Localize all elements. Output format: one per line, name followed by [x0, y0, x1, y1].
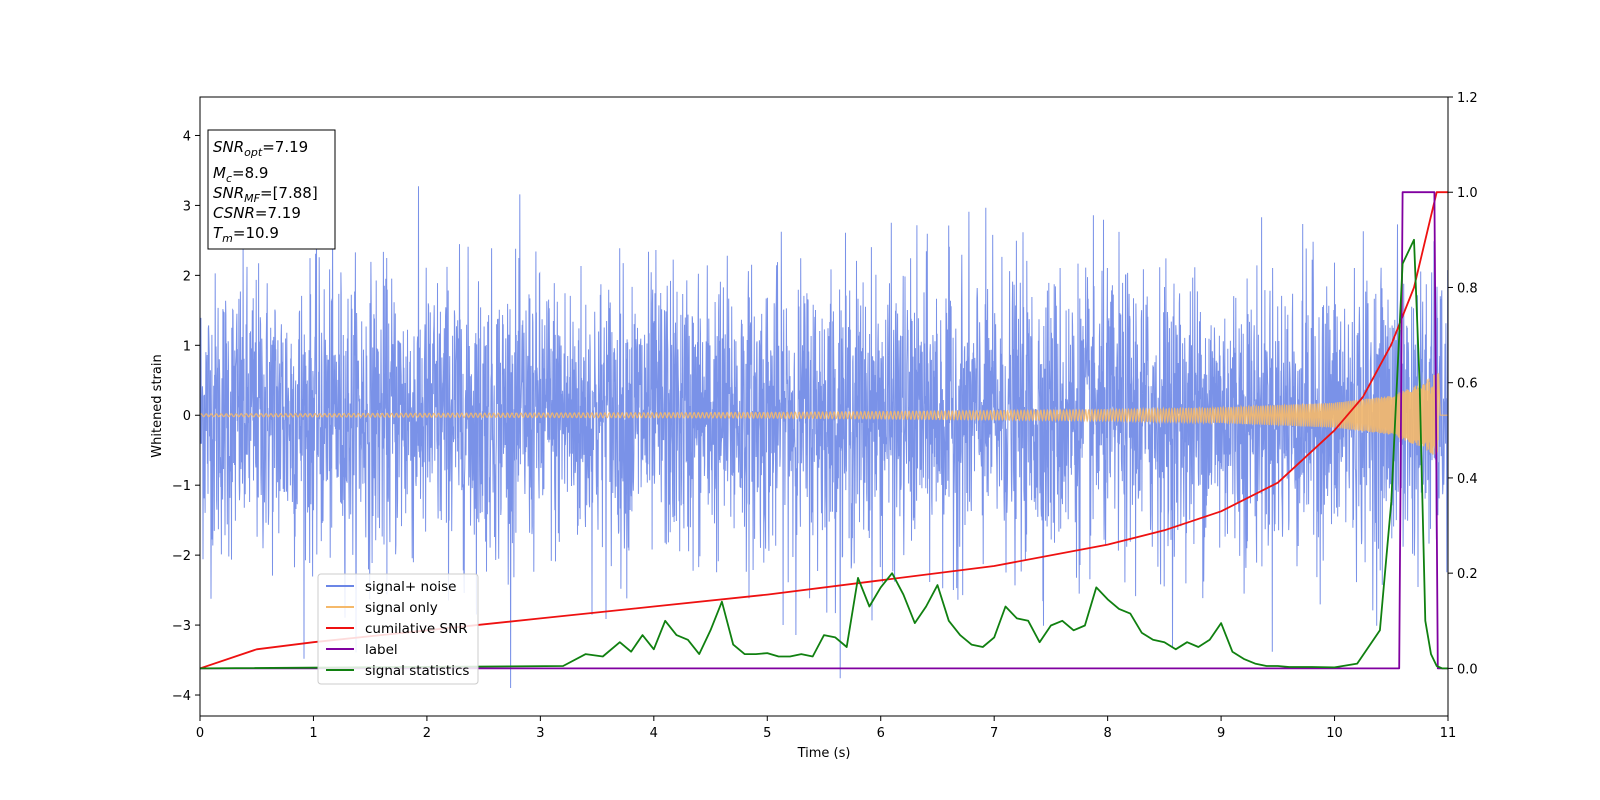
y-tick-label: 3	[183, 199, 191, 214]
info-csnr: CSNR=7.19	[213, 204, 301, 222]
y-tick-label: 1	[183, 339, 191, 354]
y2-tick-label: 0.6	[1457, 377, 1478, 392]
x-tick-label: 8	[1103, 726, 1111, 741]
info-snr-opt: SNRopt=7.19	[213, 138, 308, 159]
x-tick-label: 3	[536, 726, 544, 741]
legend-label-signal-noise: signal+ noise	[365, 579, 456, 595]
info-snr-opt-sub: opt	[244, 146, 263, 159]
info-box: SNRopt=7.19 Mc=8.9 SNRMF=[7.88] CSNR=7.1…	[207, 129, 336, 250]
legend-label-signal-statistics: signal statistics	[365, 663, 469, 679]
x-tick-label: 2	[423, 726, 431, 741]
info-mc-sub: c	[226, 172, 232, 185]
info-snr-mf-sub: MF	[244, 192, 260, 205]
y2-tick-label: 1.0	[1457, 186, 1478, 201]
x-tick-label: 0	[196, 726, 204, 741]
info-mc-value: =8.9	[232, 164, 268, 182]
y2-tick-label: 1.2	[1457, 91, 1478, 106]
y2-tick-label: 0.8	[1457, 281, 1478, 296]
x-tick-label: 9	[1217, 726, 1225, 741]
series-label-line	[200, 191, 1448, 670]
x-tick-label: 1	[309, 726, 317, 741]
info-snr-mf: SNRMF=[7.88]	[213, 184, 318, 205]
legend-label-cumulative-snr: cumilative SNR	[365, 621, 468, 637]
info-box-frame	[207, 129, 336, 250]
plot-frame	[199, 96, 1449, 717]
legend-frame	[317, 573, 479, 685]
x-axis-label: Time (s)	[797, 746, 851, 761]
info-mc-main: M	[213, 164, 226, 182]
x-tick-label: 10	[1326, 726, 1343, 741]
y2-tick-label: 0.0	[1457, 662, 1478, 677]
info-csnr-value: =7.19	[255, 204, 301, 222]
y-tick-label: 0	[183, 409, 191, 424]
y2-tick-label: 0.4	[1457, 472, 1478, 487]
info-tm-sub: m	[222, 232, 233, 245]
y2-tick-label: 0.2	[1457, 567, 1478, 582]
y-tick-label: 2	[183, 269, 191, 284]
info-mc: Mc=8.9	[213, 164, 268, 185]
info-tm-main: T	[213, 224, 224, 242]
y-tick-label: −4	[172, 689, 191, 704]
x-tick-label: 11	[1440, 726, 1457, 741]
info-snr-opt-value: =7.19	[262, 138, 308, 156]
info-tm: Tm=10.9	[213, 224, 279, 245]
x-tick-label: 4	[650, 726, 658, 741]
info-tm-value: =10.9	[233, 224, 279, 242]
info-snr-opt-main: SNR	[213, 138, 244, 156]
series-signal-only-line	[200, 372, 1448, 455]
legend: signal+ noise signal only cumilative SNR…	[317, 573, 479, 685]
y-tick-label: −2	[172, 549, 191, 564]
x-tick-label: 5	[763, 726, 771, 741]
legend-label-label: label	[365, 642, 398, 658]
x-tick-label: 7	[990, 726, 998, 741]
axis-ticks: 0 1 2 3 4 5 6 7 8 9 10 11 −4 −3 −2 −1 0 1 2 3 4 0.0 0.2 0.4 0.6 0…	[172, 91, 1478, 741]
y-tick-label: −1	[172, 479, 191, 494]
x-tick-label: 6	[877, 726, 885, 741]
y-axis-label: Whitened strain	[150, 354, 165, 457]
info-snr-mf-main: SNR	[213, 184, 244, 202]
y-tick-label: −3	[172, 619, 191, 634]
info-csnr-main: CSNR	[213, 204, 255, 222]
y-tick-label: 4	[183, 129, 191, 144]
legend-label-signal-only: signal only	[365, 600, 438, 616]
info-snr-mf-value: =[7.88]	[260, 184, 318, 202]
series-signal-statistics-line	[200, 238, 1448, 670]
series-signal-noise-line	[200, 186, 1448, 689]
